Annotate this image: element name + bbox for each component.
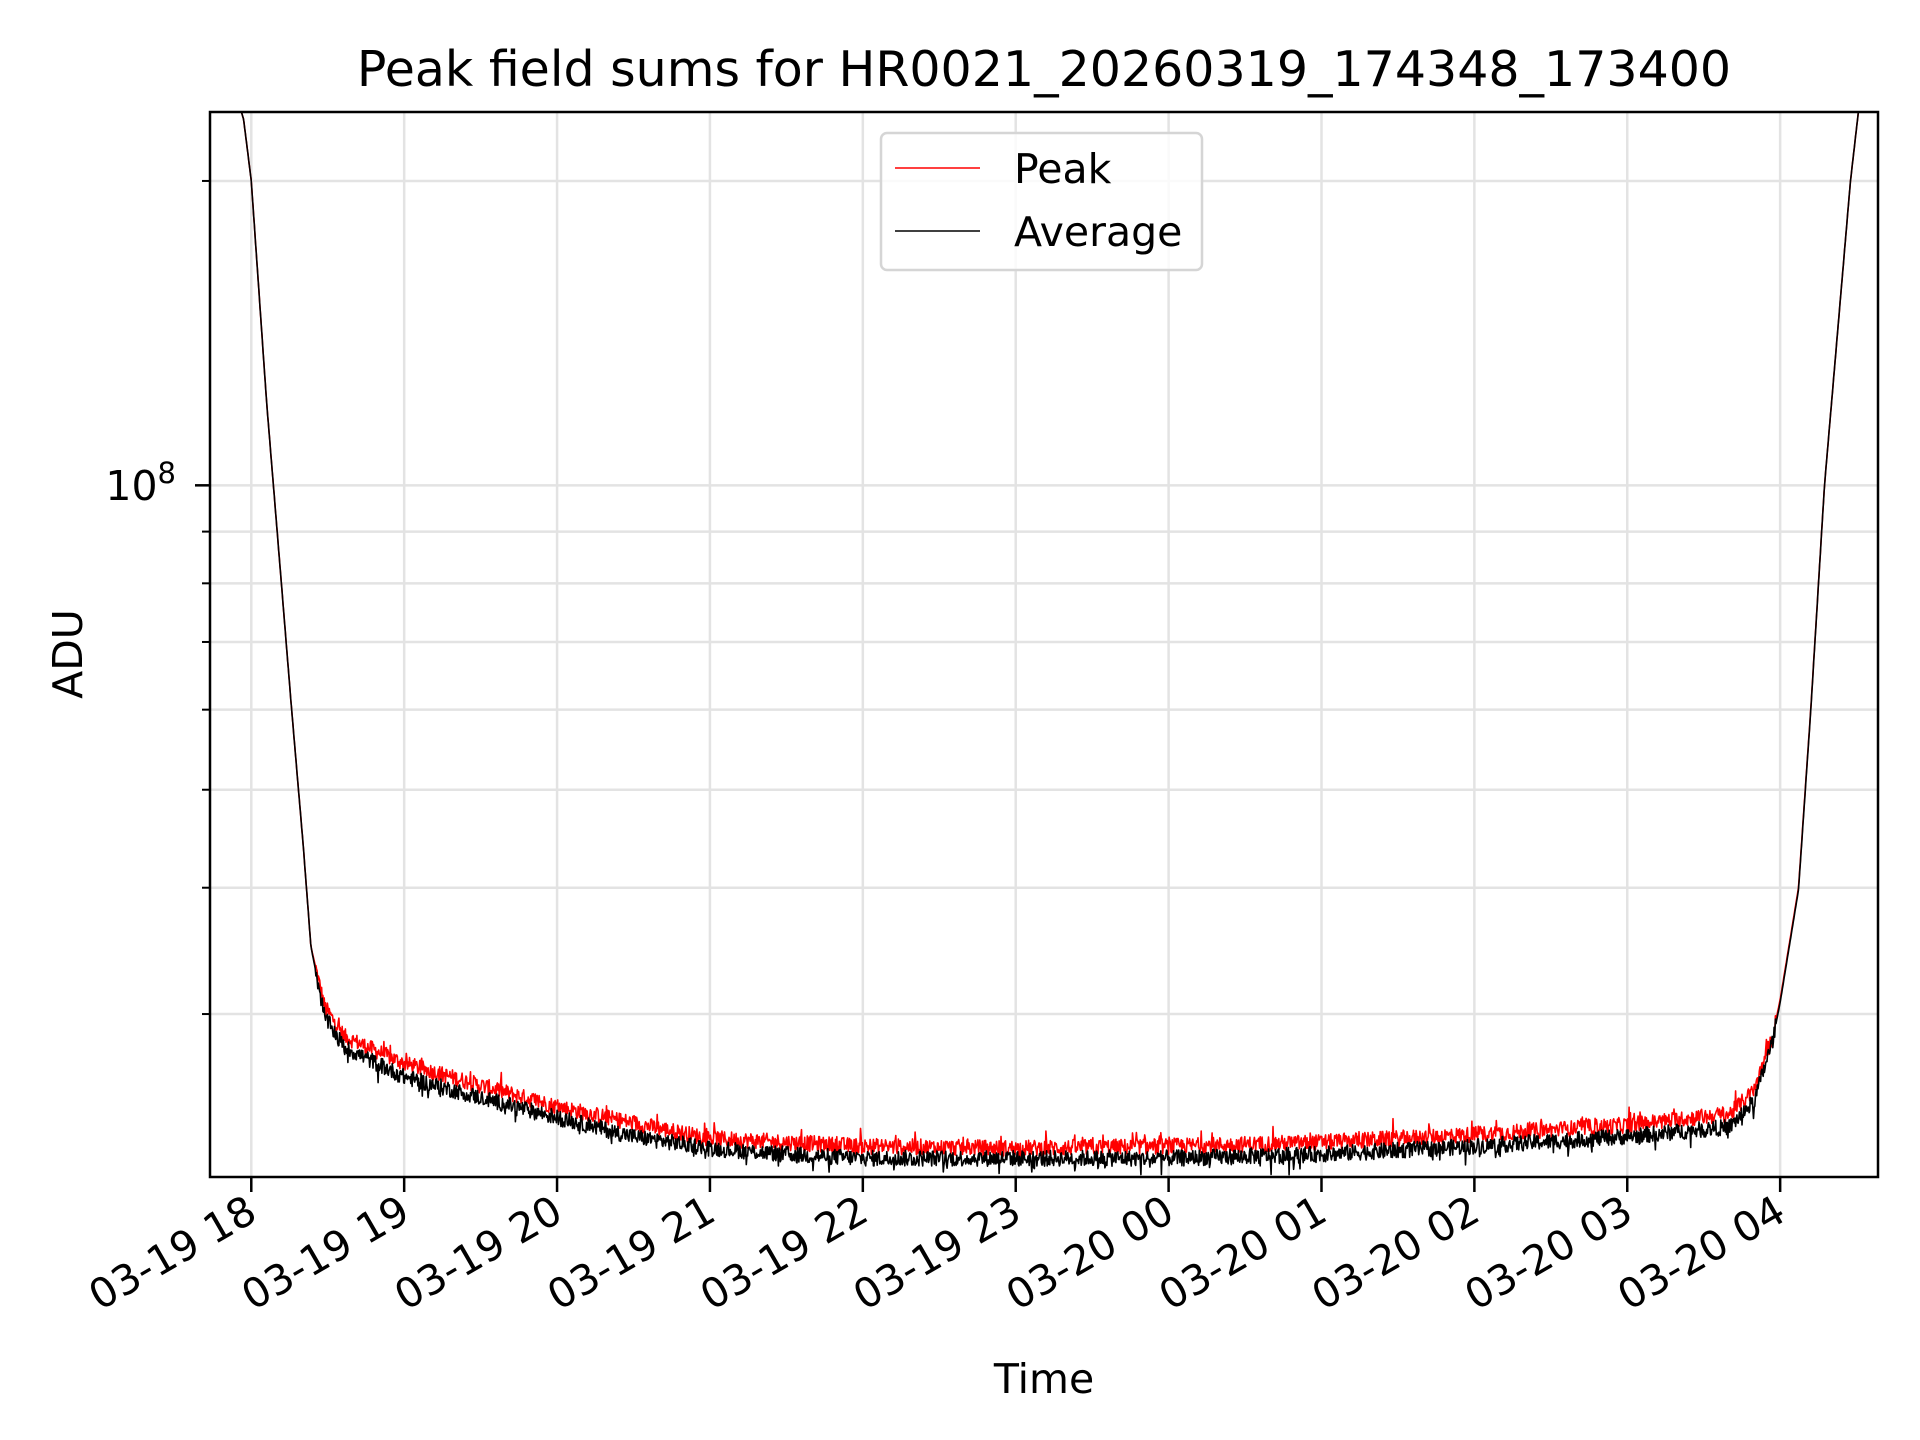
y-tick-exponent: 8 <box>158 456 176 490</box>
y-axis-label: ADU <box>44 609 92 699</box>
y-tick-base: 10 <box>105 462 157 510</box>
ticks <box>195 179 1782 1192</box>
series-group <box>240 112 1860 1176</box>
legend-average-label: Average <box>1014 208 1182 256</box>
series-line-average <box>240 112 1860 1176</box>
x-axis-label: Time <box>993 1355 1094 1403</box>
legend: Peak Average <box>879 131 1204 272</box>
chart-title: Peak field sums for HR0021_20260319_1743… <box>357 41 1731 98</box>
plot-frame <box>208 110 1880 1179</box>
legend-peak-label: Peak <box>1014 145 1112 193</box>
svg-text:108: 108 <box>105 456 176 510</box>
y-tick-label-1e8: 108 <box>105 456 176 510</box>
